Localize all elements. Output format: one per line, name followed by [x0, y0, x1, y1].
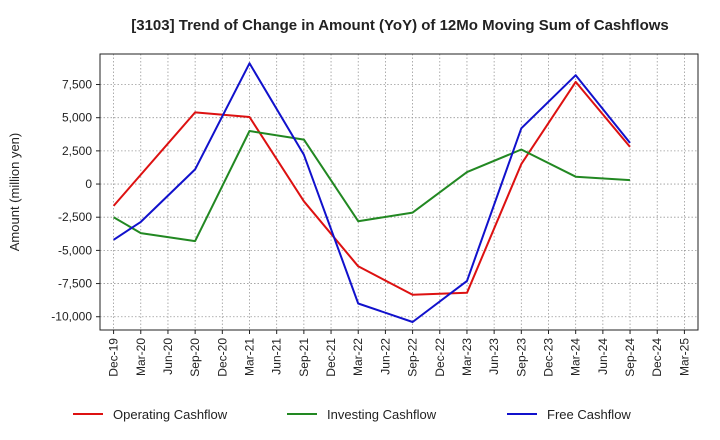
x-tick-label: Mar-25	[677, 338, 691, 376]
x-tick-label: Sep-23	[514, 338, 528, 377]
x-tick-label: Dec-19	[107, 338, 121, 377]
series-lines	[112, 62, 631, 323]
x-tick-label: Sep-20	[188, 338, 202, 377]
y-tick-label: -2,500	[58, 210, 92, 224]
y-axis-ticks: 7,500 5,000 2,500 0 -2,500 -5,000 -7,500 -10,00…	[51, 78, 100, 324]
x-tick-label: Jun-22	[378, 338, 392, 375]
x-tick-label: Mar-21	[243, 338, 257, 376]
x-tick-label: Jun-24	[596, 338, 610, 375]
legend-label-operating-cashflow: Operating Cashflow	[113, 407, 228, 422]
legend: Operating Cashflow Investing Cashflow Free…	[73, 407, 631, 422]
y-tick-label: 5,000	[62, 111, 92, 125]
x-tick-label: Dec-22	[433, 338, 447, 377]
x-tick-label: Sep-22	[406, 338, 420, 377]
legend-label-free-cashflow: Free Cashflow	[547, 407, 631, 422]
x-tick-label: Dec-20	[215, 338, 229, 377]
plot-area	[100, 54, 698, 330]
x-tick-label: Mar-20	[134, 338, 148, 376]
x-tick-label: Mar-24	[569, 338, 583, 376]
grid-lines	[100, 54, 698, 330]
x-tick-label: Dec-21	[324, 338, 338, 377]
x-tick-label: Jun-21	[270, 338, 284, 375]
chart-title: [3103] Trend of Change in Amount (YoY) o…	[131, 17, 669, 34]
y-tick-label: 2,500	[62, 144, 92, 158]
y-tick-label: -7,500	[58, 277, 92, 291]
y-tick-label: -5,000	[58, 243, 92, 257]
x-tick-label: Dec-24	[650, 338, 664, 377]
x-tick-label: Dec-23	[542, 338, 556, 377]
y-tick-label: 7,500	[62, 78, 92, 92]
legend-label-investing-cashflow: Investing Cashflow	[327, 407, 437, 422]
plot-border	[99, 53, 699, 331]
x-tick-label: Sep-24	[623, 338, 637, 377]
y-tick-label: -10,000	[51, 310, 92, 324]
x-tick-label: Jun-23	[487, 338, 501, 375]
y-axis-label: Amount (million yen)	[7, 133, 22, 252]
x-tick-label: Mar-22	[351, 338, 365, 376]
x-tick-label: Mar-23	[460, 338, 474, 376]
y-tick-label: 0	[85, 177, 92, 191]
x-tick-label: Jun-20	[161, 338, 175, 375]
series-line-investing-cashflow	[113, 130, 631, 243]
x-tick-label: Sep-21	[297, 338, 311, 377]
series-line-free-cashflow	[113, 62, 631, 323]
x-axis-ticks: Dec-19 Mar-20 Jun-20 Sep-20 Dec-20 Mar-21 Jun-…	[107, 330, 691, 377]
